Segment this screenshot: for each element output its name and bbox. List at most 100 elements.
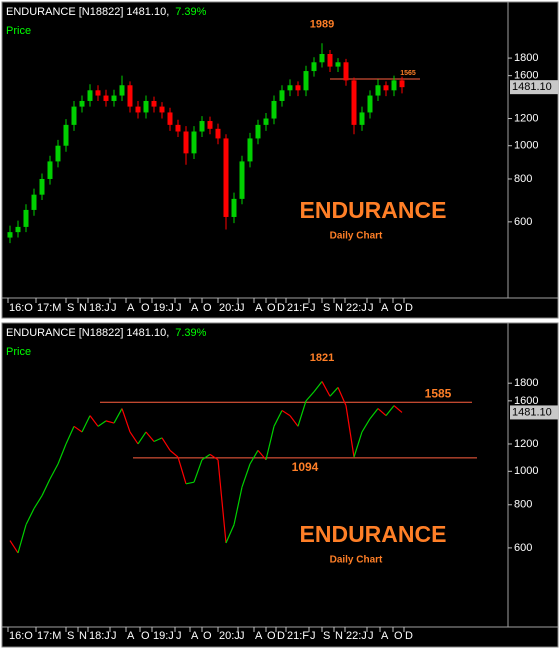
x-tick-label: A: [381, 302, 389, 314]
candle-body: [159, 106, 165, 113]
x-tick-label: N: [335, 302, 343, 314]
line-segment: [121, 408, 131, 433]
candle-body: [383, 85, 389, 91]
line-segment: [185, 481, 195, 485]
x-tick-label: 19:J: [153, 302, 174, 314]
y-tick-label: 800: [514, 499, 532, 511]
x-tick-label: O: [141, 302, 150, 314]
line-segment: [313, 381, 323, 393]
candle-body: [327, 54, 333, 67]
line-segment: [249, 450, 259, 465]
x-tick-label: D: [277, 630, 285, 642]
x-tick-label: A: [255, 302, 263, 314]
line-segment: [81, 415, 91, 433]
candle-body: [15, 226, 21, 233]
x-tick-label: J: [176, 630, 182, 642]
price-box-label: 1481.10: [512, 406, 552, 418]
x-tick-label: 22:J: [346, 630, 367, 642]
line-segment: [57, 443, 67, 465]
line-segment: [17, 524, 27, 554]
price-box: [510, 405, 558, 420]
level-label: 1094: [292, 460, 319, 474]
candle-body: [151, 100, 157, 107]
panel-background: [1, 322, 559, 648]
line-segment: [369, 408, 379, 420]
line-segment: [281, 410, 291, 417]
line-segment: [377, 408, 387, 417]
panel-background: [1, 1, 559, 319]
price-box-label: 1481.10: [512, 81, 552, 93]
x-tick-label: O: [141, 630, 150, 642]
x-tick-label: A: [191, 302, 199, 314]
watermark-sub: Daily Chart: [330, 555, 383, 566]
header-change: 7.39%: [175, 327, 206, 339]
candle-body: [399, 80, 405, 88]
line-segment: [25, 508, 35, 526]
candle-body: [63, 124, 69, 146]
line-segment: [177, 456, 187, 484]
x-tick-label: O: [394, 630, 403, 642]
y-tick-label: 600: [514, 542, 532, 554]
y-tick-label: 1600: [514, 395, 538, 407]
candle-body: [55, 145, 61, 162]
line-segment: [49, 463, 59, 480]
line-segment: [361, 418, 371, 433]
line-segment: [169, 449, 179, 458]
line-segment: [209, 453, 219, 461]
y-tick-label: 1000: [514, 140, 538, 152]
x-tick-label: J: [111, 630, 117, 642]
candle-body: [231, 198, 237, 217]
level-label: 1565: [400, 70, 416, 77]
line-segment: [137, 431, 147, 445]
candle-body: [175, 124, 181, 132]
x-tick-label: S: [323, 302, 330, 314]
candle-body: [23, 209, 29, 227]
x-tick-label: D: [277, 302, 285, 314]
x-tick-label: 21:F: [287, 630, 309, 642]
x-tick-label: O: [203, 302, 212, 314]
x-tick-label: J: [310, 302, 316, 314]
line-segment: [105, 420, 115, 424]
x-tick-label: J: [111, 302, 117, 314]
x-tick-label: A: [255, 630, 263, 642]
level-label: 1585: [425, 386, 452, 400]
line-segment: [9, 540, 19, 554]
x-tick-label: D: [405, 302, 413, 314]
line-segment: [153, 437, 163, 443]
candle-body: [375, 85, 381, 96]
line-segment: [241, 463, 251, 488]
x-tick-label: O: [267, 302, 276, 314]
candle-body: [343, 62, 349, 81]
line-segment: [337, 387, 347, 406]
line-segment: [233, 486, 243, 525]
x-tick-label: 16:O: [9, 630, 33, 642]
line-segment: [257, 449, 267, 461]
x-tick-label: 21:F: [287, 302, 309, 314]
x-tick-label: 20:J: [219, 302, 240, 314]
header: ENDURANCE [N18822] 1481.10, 7.39%: [6, 327, 207, 339]
x-tick-label: N: [335, 630, 343, 642]
line-segment: [161, 437, 171, 451]
x-tick-label: 18:J: [89, 302, 110, 314]
candle-body: [183, 131, 189, 154]
x-tick-label: 17:M: [37, 630, 61, 642]
candle-body: [311, 62, 317, 72]
x-tick-label: J: [239, 302, 245, 314]
line-segment: [297, 400, 307, 427]
y-tick-label: 800: [514, 173, 532, 185]
x-tick-label: 22:J: [346, 302, 367, 314]
x-tick-label: S: [323, 630, 330, 642]
line-segment: [273, 410, 283, 427]
candle-body: [359, 112, 365, 125]
x-tick-label: N: [79, 302, 87, 314]
candle-body: [207, 121, 213, 129]
x-tick-label: S: [67, 302, 74, 314]
candle-body: [215, 128, 221, 139]
candle-body: [271, 100, 277, 119]
x-tick-label: S: [67, 630, 74, 642]
candle-body: [191, 131, 197, 154]
y-tick-label: 1800: [514, 377, 538, 389]
candle-body: [39, 178, 45, 195]
line-segment: [265, 426, 275, 460]
header-change: 7.39%: [175, 6, 206, 18]
